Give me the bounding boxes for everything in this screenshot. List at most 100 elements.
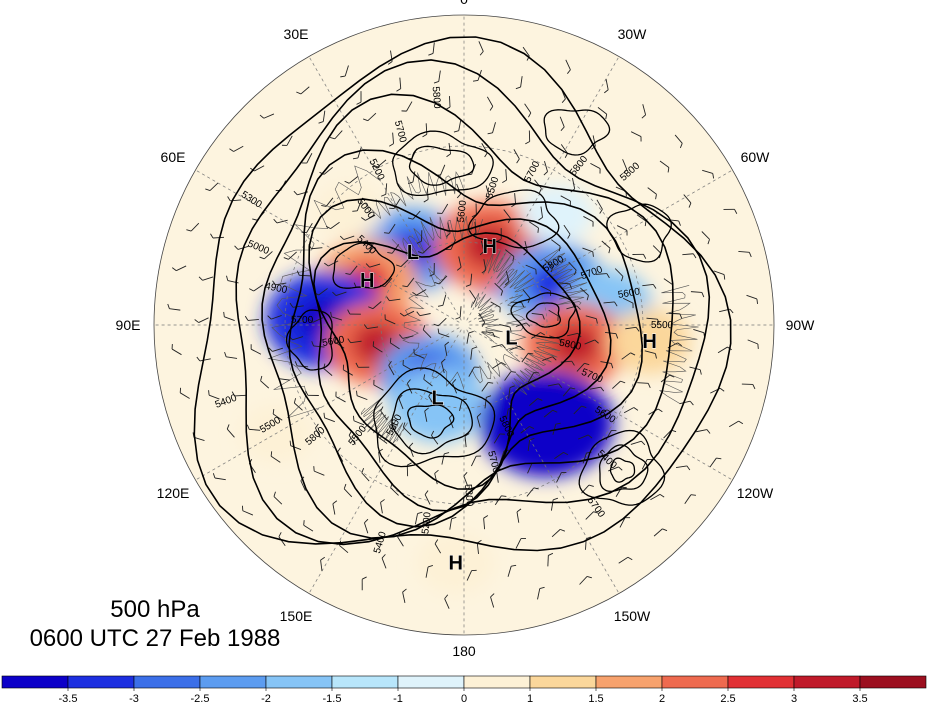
wind-barb (423, 378, 433, 387)
wind-barb-flag (483, 515, 489, 519)
wind-barb (492, 122, 496, 133)
wind-barb (365, 214, 376, 221)
wind-barb-flag (356, 101, 362, 105)
wind-barb (605, 331, 617, 335)
wind-barb (311, 247, 323, 250)
wind-barb (330, 221, 340, 229)
wind-barb-flag (479, 51, 484, 56)
colorbar-swatch (529, 675, 597, 689)
wind-barb (614, 268, 624, 277)
wind-barb (403, 426, 412, 436)
wind-barb (292, 305, 304, 308)
wind-barb-flag (599, 209, 603, 214)
wind-barb (406, 277, 415, 287)
wind-barb (573, 405, 582, 415)
colorbar-swatch (595, 675, 663, 689)
wind-barb-flag (278, 532, 282, 537)
wind-barb (273, 496, 283, 505)
wind-barb-flag (344, 180, 350, 184)
wind-barb-flag (529, 426, 535, 429)
wind-barb (334, 341, 345, 349)
wind-barb-flag (402, 285, 408, 288)
coastline (471, 294, 527, 384)
wind-barb (278, 378, 290, 381)
wind-barb (322, 110, 326, 122)
wind-barb (582, 452, 587, 464)
wind-barb-flag (294, 361, 298, 367)
coastline (659, 285, 699, 404)
colorbar-swatch (727, 675, 795, 689)
wind-barb-flag (318, 121, 324, 124)
wind-barb-flag (293, 398, 297, 404)
wind-barb (412, 210, 421, 220)
wind-barb-flag (388, 361, 392, 366)
wind-barb (339, 545, 349, 554)
wind-barb-flag (167, 303, 170, 309)
wind-barb (286, 135, 293, 146)
wind-barb (644, 350, 656, 355)
wind-barb (272, 413, 283, 421)
wind-barb (605, 78, 609, 90)
wind-barb (440, 164, 446, 176)
wind-barb (335, 291, 347, 296)
wind-barb-flag (662, 528, 668, 532)
wind-barb-flag (667, 167, 670, 173)
wind-barb-flag (456, 193, 461, 199)
height-contour (467, 189, 560, 249)
wind-barb-flag (472, 80, 479, 82)
wind-barb (689, 366, 701, 371)
wind-barb-flag (570, 387, 576, 390)
wind-barb (521, 352, 529, 363)
wind-barb (505, 270, 510, 282)
wind-barb (334, 130, 343, 140)
coastline (483, 249, 535, 293)
colorbar-swatch (397, 675, 465, 689)
wind-barb-flag (464, 433, 470, 437)
wind-barb-flag (528, 112, 532, 118)
contour-label: 5800 (558, 338, 582, 353)
wind-barb-flag (463, 472, 468, 477)
wind-barb-flag (456, 266, 462, 271)
anomaly-blob (315, 183, 385, 239)
wind-barb-flag (558, 246, 561, 252)
wind-barb (390, 342, 400, 350)
wind-barb-flag (272, 408, 275, 415)
wind-barb (478, 41, 484, 52)
wind-barb (612, 380, 621, 389)
wind-barb-flag (441, 358, 446, 363)
wind-barb-flag (500, 290, 503, 296)
wind-barb-flag (417, 511, 423, 514)
wind-barb-flag (246, 424, 250, 430)
wind-barb-flag (699, 369, 702, 375)
wind-barb (306, 153, 313, 164)
wind-barb-flag (260, 375, 263, 381)
wind-barb-flag (412, 291, 417, 296)
wind-barb-flag (444, 594, 449, 599)
wind-barb (679, 400, 691, 405)
wind-barb (377, 159, 387, 168)
wind-barb (490, 301, 501, 308)
wind-barb (448, 142, 452, 154)
wind-barb (212, 236, 225, 239)
height-contour (285, 309, 333, 371)
wind-barb-flag (332, 291, 337, 296)
wind-barb (642, 283, 654, 287)
anomaly-blob (416, 531, 495, 594)
wind-barb-flag (196, 356, 201, 362)
wind-barb-flag (399, 334, 403, 339)
wind-barb (524, 240, 528, 252)
wind-barb (466, 570, 473, 581)
wind-barb (556, 472, 562, 483)
wind-barb (458, 119, 462, 131)
wind-barb (652, 245, 662, 254)
contour-label: 5600 (617, 286, 641, 301)
wind-barb (484, 397, 487, 409)
wind-barb (363, 522, 369, 534)
wind-barb (260, 380, 270, 389)
meridian-line (466, 56, 620, 321)
wind-barb-flag (433, 323, 439, 327)
wind-barb-flag (444, 452, 450, 455)
colorbar: -3.5 -3 -2.5 -2 -1.5 -1 0 1 1.5 2 2.5 3 3.5 (1, 675, 927, 702)
height-contour (578, 429, 666, 506)
wind-barb (531, 312, 543, 316)
